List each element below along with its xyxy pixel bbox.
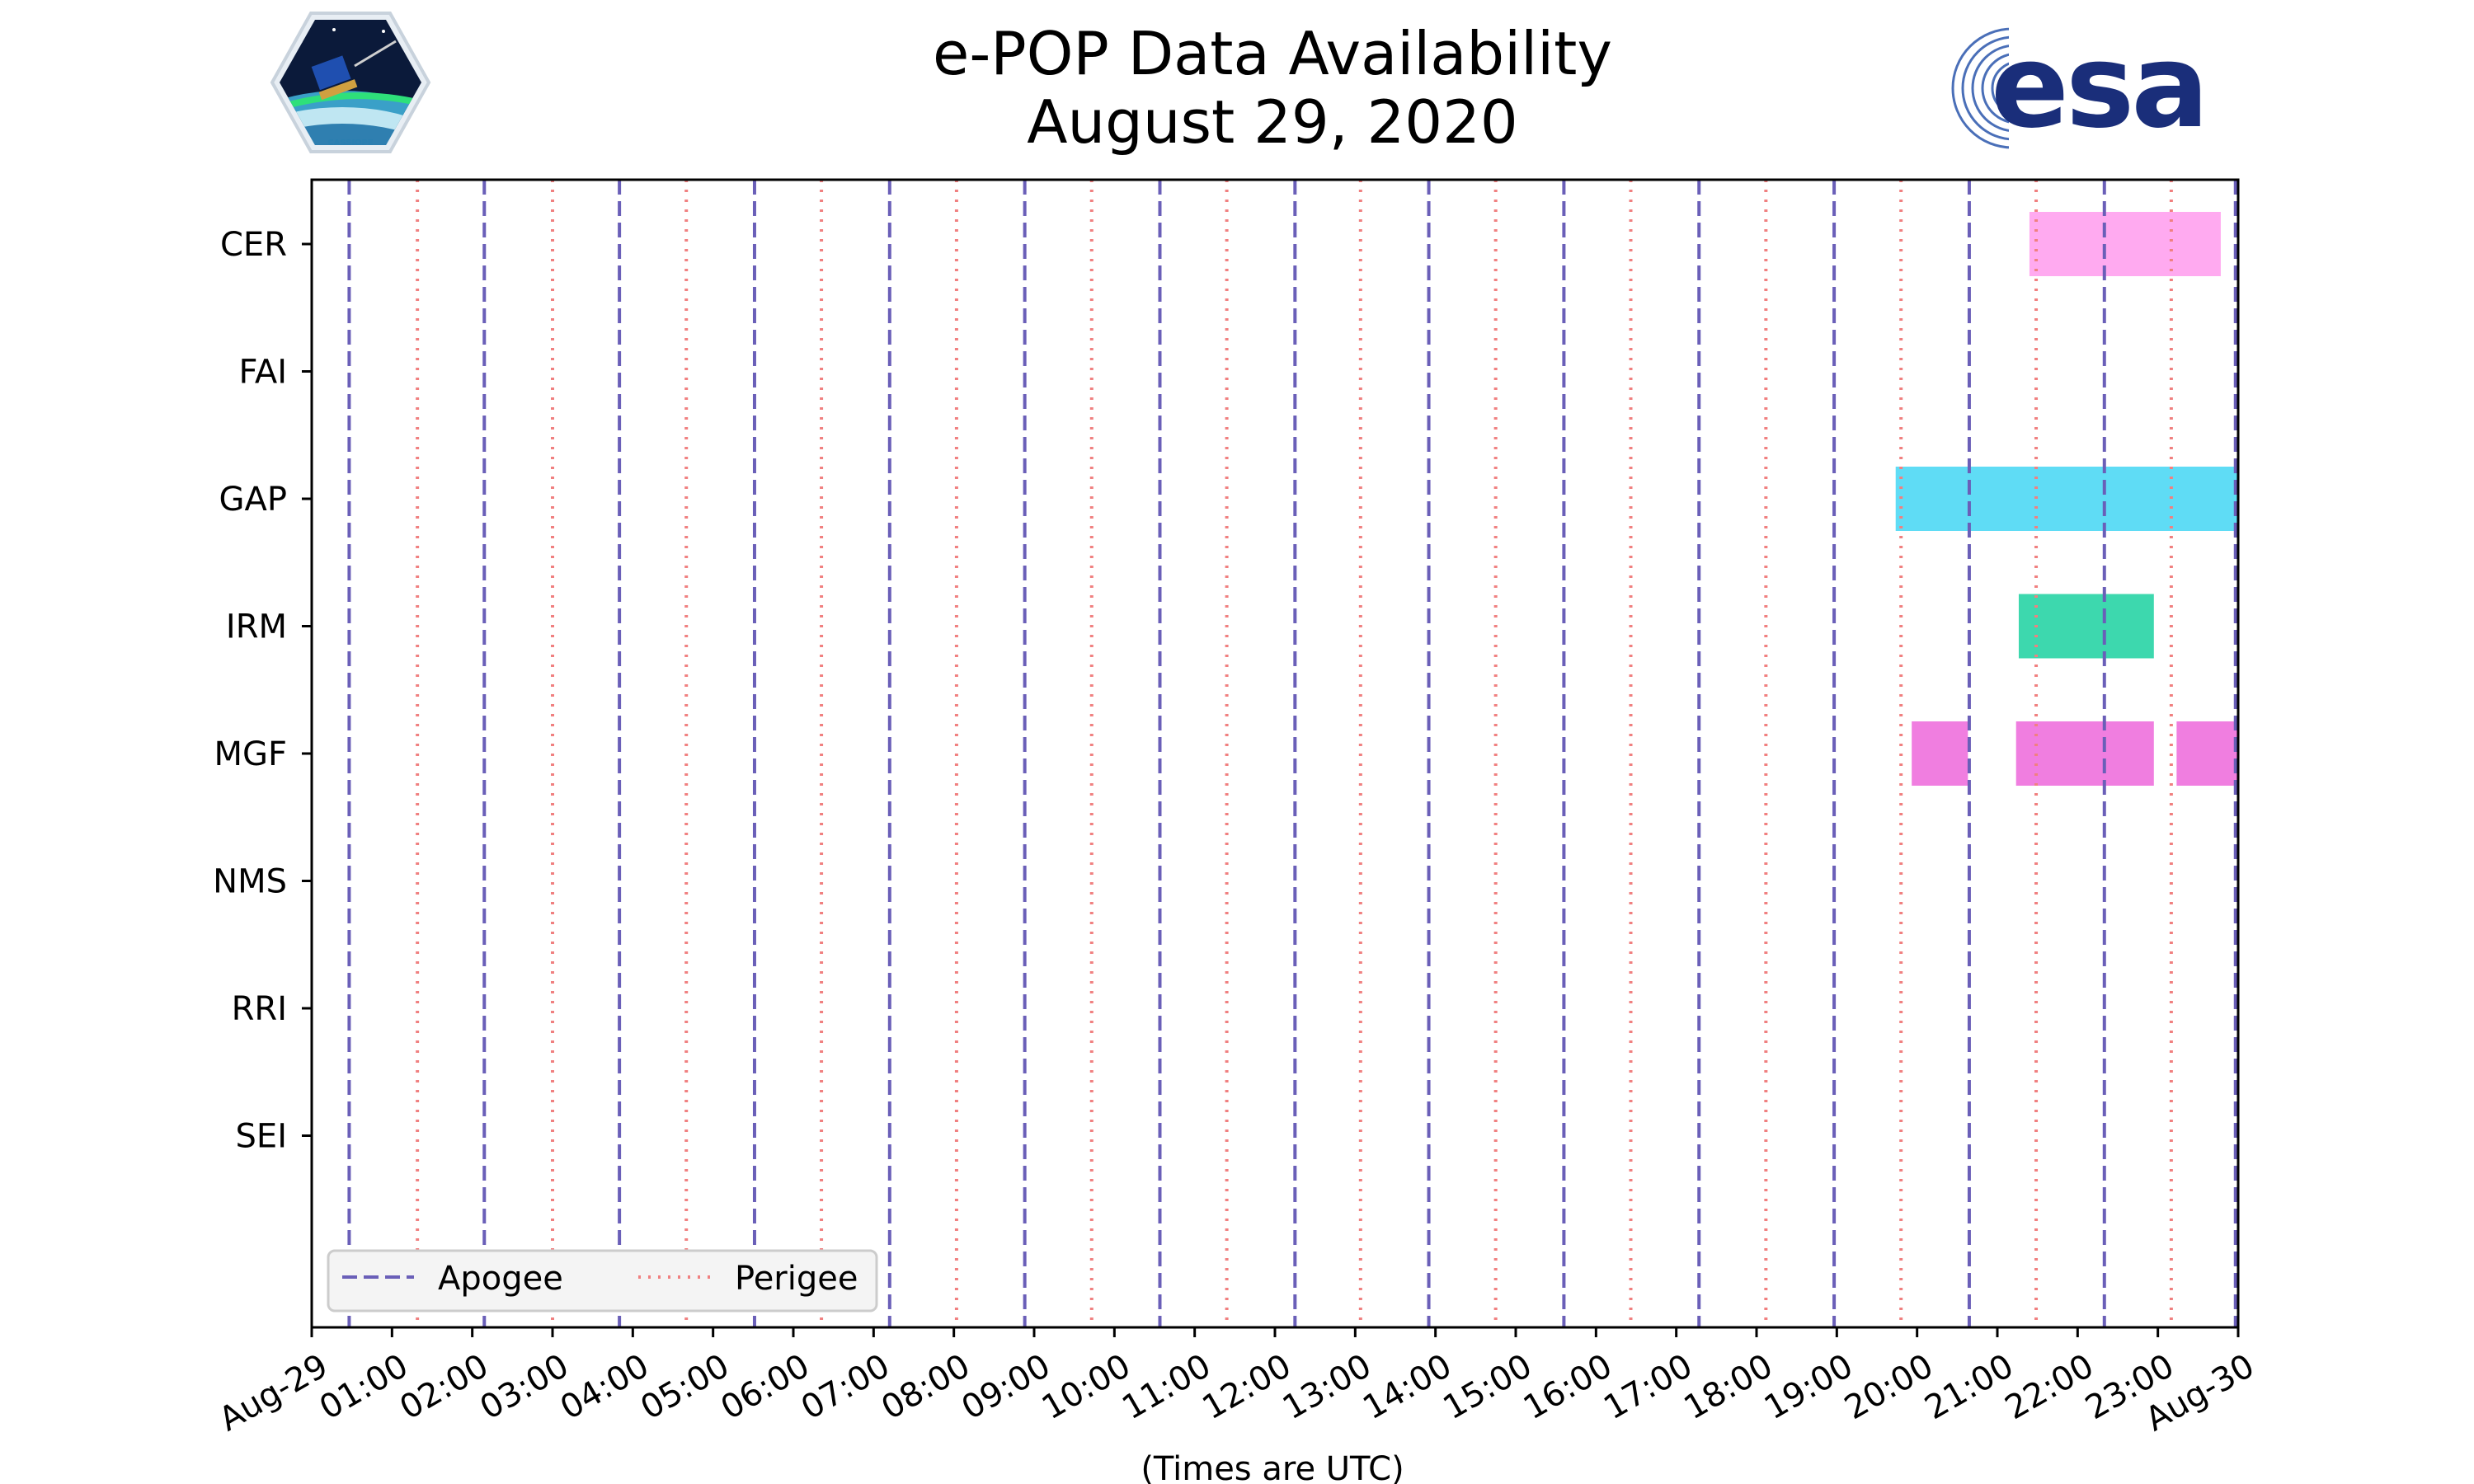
x-tick-label: 15:00	[1437, 1347, 1539, 1427]
bar-irm	[2018, 594, 2154, 659]
x-tick-label: 10:00	[1036, 1347, 1137, 1427]
x-tick-label: 16:00	[1517, 1347, 1619, 1427]
bar-mgf	[2015, 721, 2154, 786]
esa-logo-text: esa	[1991, 20, 2206, 154]
bar-gap	[1895, 467, 2238, 531]
x-tick-label: 09:00	[956, 1347, 1057, 1427]
bars-layer	[1895, 212, 2238, 786]
legend-apogee-label: Apogee	[438, 1260, 563, 1298]
x-tick-label: 13:00	[1277, 1347, 1378, 1427]
x-tick-label: 07:00	[795, 1347, 896, 1427]
x-tick-label: 02:00	[393, 1347, 495, 1427]
chart-title: e-POP Data Availability	[933, 19, 1612, 88]
y-tick-label: NMS	[213, 863, 287, 901]
x-tick-label: 06:00	[715, 1347, 816, 1427]
x-tick-label: 21:00	[1919, 1347, 2020, 1427]
bar-mgf	[1912, 721, 1968, 786]
x-tick-label: 11:00	[1116, 1347, 1217, 1427]
x-tick-label: 17:00	[1597, 1347, 1699, 1427]
y-tick-label: FAI	[239, 354, 288, 392]
legend: Apogee Perigee	[327, 1249, 878, 1313]
y-tick-label: RRI	[232, 990, 287, 1028]
cassiope-logo: CASSIOPE	[270, 12, 431, 153]
x-axis: Aug-2901:0002:0003:0004:0005:0006:0007:0…	[213, 1327, 2260, 1439]
y-tick-label: CER	[220, 226, 287, 264]
y-tick-label: IRM	[226, 608, 287, 646]
x-tick-label: 01:00	[313, 1347, 415, 1427]
chart-subtitle: August 29, 2020	[1027, 87, 1517, 157]
legend-box	[327, 1249, 878, 1313]
x-tick-label: 03:00	[474, 1347, 576, 1427]
bar-mgf	[2176, 721, 2238, 786]
x-tick-label: 04:00	[554, 1347, 656, 1427]
y-axis: CER FAI GAP IRM MGF NMS RRI SEI	[213, 226, 312, 1156]
y-tick-label: SEI	[236, 1118, 287, 1156]
y-tick-label: GAP	[219, 481, 287, 519]
x-tick-label: 22:00	[1999, 1347, 2100, 1427]
perigee-lines	[416, 180, 2173, 1327]
x-axis-label: (Times are UTC)	[1141, 1450, 1404, 1484]
esa-logo: esa	[1951, 20, 2209, 154]
x-tick-label: 18:00	[1678, 1347, 1780, 1427]
y-tick-label: MGF	[214, 735, 287, 773]
bar-cer	[2029, 212, 2221, 276]
x-tick-label: 08:00	[875, 1347, 976, 1427]
x-tick-label: 14:00	[1357, 1347, 1458, 1427]
x-tick-label: 20:00	[1838, 1347, 1940, 1427]
x-tick-label: 12:00	[1197, 1347, 1298, 1427]
legend-perigee-label: Perigee	[735, 1260, 858, 1298]
cassiope-logo-text: CASSIOPE	[327, 139, 374, 148]
x-tick-label: 05:00	[634, 1347, 736, 1427]
x-tick-label: 19:00	[1758, 1347, 1860, 1427]
apogee-lines	[347, 180, 2237, 1327]
